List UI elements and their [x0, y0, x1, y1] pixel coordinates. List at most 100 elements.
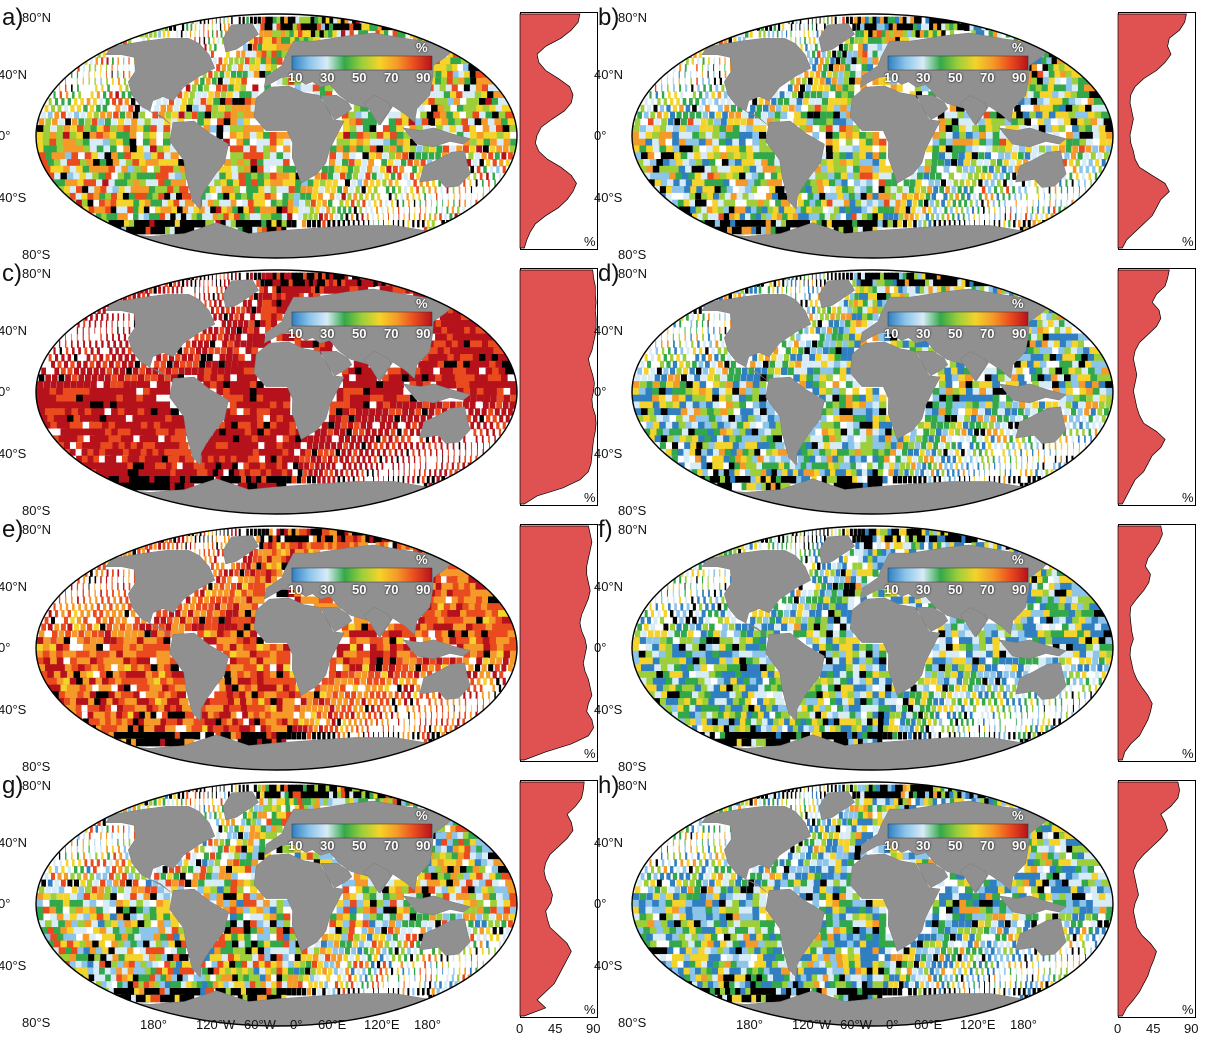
- grid-cell: [219, 70, 225, 79]
- grid-cell: [243, 118, 251, 126]
- grid-cell: [868, 16, 874, 25]
- grid-cell: [505, 367, 515, 375]
- grid-cell: [219, 16, 221, 25]
- grid-cell: [240, 442, 248, 450]
- grid-cell: [647, 152, 657, 160]
- grid-cell: [158, 286, 162, 294]
- grid-cell: [179, 421, 189, 430]
- grid-cell: [329, 192, 335, 201]
- grid-cell: [192, 104, 199, 113]
- grid-cell: [1101, 111, 1111, 119]
- grid-cell: [248, 462, 256, 470]
- grid-cell: [721, 159, 731, 167]
- grid-cell: [117, 286, 123, 294]
- grid-cell: [718, 70, 721, 79]
- grid-cell: [164, 192, 175, 201]
- grid-cell: [780, 199, 791, 208]
- grid-cell: [208, 293, 210, 301]
- grid-cell: [822, 179, 831, 187]
- grid-cell: [474, 91, 486, 99]
- grid-cell: [696, 64, 698, 72]
- grid-cell: [250, 16, 253, 25]
- grid-cell: [236, 408, 245, 416]
- grid-cell: [826, 199, 835, 208]
- grid-cell: [133, 435, 144, 443]
- grid-cell: [729, 179, 740, 187]
- grid-cell: [1012, 145, 1019, 153]
- grid-cell: [259, 455, 267, 464]
- grid-cell: [356, 469, 359, 477]
- grid-cell: [1018, 30, 1033, 38]
- grid-cell: [332, 347, 341, 355]
- grid-cell: [86, 415, 97, 423]
- grid-cell: [239, 469, 247, 477]
- grid-cell: [897, 179, 904, 187]
- grid-cell: [246, 306, 251, 314]
- grid-cell: [299, 199, 305, 208]
- grid-cell: [241, 192, 249, 201]
- grid-cell: [388, 374, 397, 382]
- grid-cell: [220, 286, 223, 294]
- grid-cell: [353, 104, 363, 113]
- grid-cell: [721, 84, 725, 92]
- grid-cell: [704, 179, 716, 187]
- grid-cell: [96, 125, 104, 133]
- grid-cell: [383, 131, 391, 140]
- grid-cell: [110, 145, 119, 153]
- grid-cell: [918, 199, 923, 208]
- grid-cell: [818, 84, 824, 92]
- grid-cell: [388, 435, 393, 443]
- grid-cell: [63, 401, 73, 409]
- grid-cell: [433, 111, 443, 119]
- grid-cell: [252, 186, 260, 194]
- grid-cell: [127, 91, 132, 99]
- grid-cell: [84, 91, 88, 99]
- grid-cell: [857, 16, 861, 25]
- grid-cell: [207, 199, 217, 208]
- grid-cell: [51, 360, 55, 369]
- grid-cell: [186, 360, 193, 369]
- grid-cell: [282, 179, 290, 187]
- grid-cell: [276, 213, 283, 221]
- grid-cell: [304, 206, 309, 214]
- grid-cell: [306, 16, 314, 25]
- grid-cell: [102, 306, 106, 314]
- grid-cell: [210, 340, 216, 348]
- grid-cell: [990, 179, 995, 187]
- grid-cell: [449, 125, 458, 133]
- grid-cell: [482, 192, 484, 201]
- grid-cell: [1004, 213, 1006, 221]
- grid-cell: [846, 165, 855, 174]
- grid-cell: [246, 84, 253, 92]
- grid-cell: [118, 186, 130, 194]
- grid-cell: [130, 354, 136, 362]
- grid-cell: [708, 159, 719, 167]
- grid-cell: [116, 125, 124, 133]
- grid-cell: [160, 104, 167, 113]
- grid-cell: [422, 98, 432, 106]
- grid-cell: [223, 333, 229, 342]
- grid-cell: [831, 192, 839, 201]
- grid-cell: [268, 16, 274, 25]
- grid-cell: [263, 387, 271, 396]
- grid-cell: [981, 199, 984, 208]
- grid-cell: [734, 23, 740, 31]
- grid-cell: [464, 199, 467, 208]
- grid-cell: [221, 320, 226, 328]
- grid-cell: [99, 159, 110, 167]
- grid-cell: [340, 469, 344, 477]
- grid-cell: [121, 421, 131, 430]
- grid-cell: [56, 421, 68, 430]
- grid-cell: [752, 138, 760, 147]
- grid-cell: [902, 16, 910, 25]
- grid-cell: [288, 279, 295, 287]
- grid-cell: [342, 220, 345, 228]
- grid-cell: [96, 145, 106, 153]
- grid-cell: [852, 125, 860, 133]
- grid-cell: [1081, 111, 1092, 119]
- grid-cell: [418, 165, 424, 174]
- grid-cell: [726, 172, 737, 180]
- grid-cell: [483, 394, 491, 403]
- grid-cell: [324, 340, 333, 348]
- grid-cell: [1070, 152, 1077, 160]
